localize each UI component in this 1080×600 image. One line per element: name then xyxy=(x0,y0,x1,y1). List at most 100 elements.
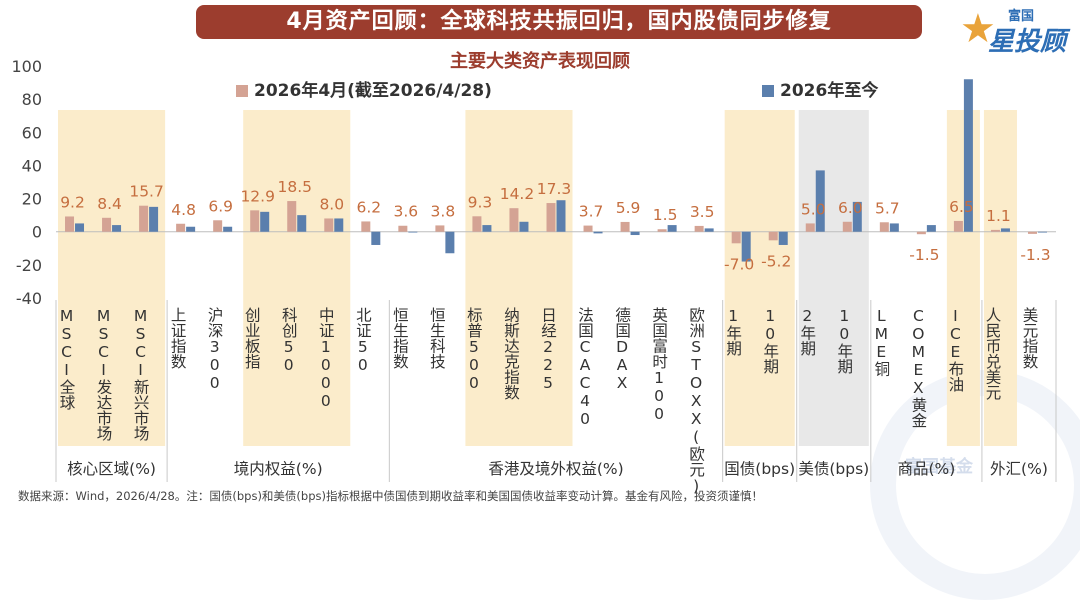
data-label: 12.9 xyxy=(240,187,275,205)
bar-ytd xyxy=(482,225,492,232)
legend-april-label: 2026年4月(截至2026/4/28) xyxy=(254,81,492,101)
category-label: 美元指数 xyxy=(1020,307,1038,370)
data-label: 9.3 xyxy=(468,193,493,211)
highlight-band xyxy=(58,110,166,446)
page-title: 4月资产回顾：全球科技共振回归，国内股债同步修复 xyxy=(196,5,922,39)
bar-april xyxy=(842,221,852,232)
grey-band xyxy=(798,110,869,446)
y-tick-label: -20 xyxy=(16,256,42,275)
category-label: 恒生科技 xyxy=(428,307,446,371)
bar-ytd xyxy=(593,231,603,234)
group-label: 境内权益(%) xyxy=(234,459,323,478)
data-label: 4.8 xyxy=(171,201,196,219)
highlight-band xyxy=(946,110,980,446)
data-label: 14.2 xyxy=(500,185,535,203)
category-label: MSCI新兴市场 xyxy=(132,307,150,442)
bar-ytd xyxy=(223,226,233,232)
group-label: 美债(bps) xyxy=(798,460,869,478)
data-label: 3.6 xyxy=(394,203,419,221)
group-label: 商品(%) xyxy=(897,460,955,478)
category-label: 德国DAX xyxy=(613,307,631,392)
chart-title: 主要大类资产表现回顾 xyxy=(450,51,630,72)
bar-april xyxy=(1027,231,1037,234)
bar-chart: 100 80 60 40 20 0 -20 -40 9.2 8.4 15.7 4.8 6.9 12.918… xyxy=(11,57,1057,495)
bar-april xyxy=(620,221,630,232)
bar-april xyxy=(472,216,482,232)
group-label: 国债(bps) xyxy=(724,460,795,478)
bar-ytd xyxy=(704,228,714,232)
group-label: 核心区域(%) xyxy=(67,460,156,478)
data-label: 17.3 xyxy=(537,180,572,198)
data-label: 6.0 xyxy=(838,199,863,217)
data-label: 8.0 xyxy=(319,195,344,213)
category-label: 北证50 xyxy=(354,307,372,374)
category-label: MSCI发达市场 xyxy=(95,307,113,442)
bar-ytd xyxy=(926,225,936,232)
data-label: 9.2 xyxy=(60,193,85,211)
logo-big-text: 星投顾 xyxy=(988,27,1067,57)
category-label: LME铜 xyxy=(872,307,890,378)
bar-ytd xyxy=(556,200,566,232)
y-tick-label: 100 xyxy=(11,57,42,76)
bar-ytd xyxy=(445,231,455,254)
category-label: 科创50 xyxy=(280,307,298,374)
category-label: 标普500 xyxy=(465,307,483,392)
data-label: 6.5 xyxy=(949,198,974,216)
category-label: 创业板指 xyxy=(243,307,261,371)
watermark-text: 富国基金 xyxy=(905,457,973,477)
bar-ytd xyxy=(778,231,788,245)
y-tick-label: -40 xyxy=(16,289,42,308)
bar-ytd xyxy=(889,223,899,232)
data-label: 1.1 xyxy=(986,207,1011,225)
bar-ytd xyxy=(1000,228,1010,232)
category-label: 10年期 xyxy=(761,307,779,375)
bar-april xyxy=(176,223,186,232)
category-label: 人民币兑美元 xyxy=(983,307,1001,401)
highlight-band xyxy=(465,110,573,446)
group-label: 外汇(%) xyxy=(990,460,1048,478)
bar-ytd xyxy=(519,221,529,232)
bar-ytd xyxy=(186,226,196,232)
bar-april xyxy=(102,217,112,232)
bar-ytd xyxy=(112,225,122,232)
data-label: 3.7 xyxy=(579,203,604,221)
bar-ytd xyxy=(852,201,862,232)
highlight-band xyxy=(724,110,795,446)
bar-april xyxy=(509,208,519,232)
bar-april xyxy=(768,231,778,241)
data-label: 8.4 xyxy=(97,195,122,213)
data-label: 5.9 xyxy=(616,199,641,217)
bar-april xyxy=(731,231,741,244)
data-label: -1.3 xyxy=(1020,246,1050,264)
y-tick-label: 40 xyxy=(22,156,42,175)
bar-ytd xyxy=(630,231,640,236)
brand-logo: ★ 富国 星投顾 xyxy=(958,3,1068,57)
category-label: 欧洲STOXX(欧元) xyxy=(687,307,705,495)
bar-ytd xyxy=(667,225,677,232)
bar-ytd xyxy=(371,231,381,245)
bar-april xyxy=(916,231,926,235)
bar-april xyxy=(805,223,815,232)
data-label: 5.7 xyxy=(875,199,900,217)
bar-april xyxy=(398,225,408,232)
category-label: 中证1000 xyxy=(317,307,335,410)
bar-april xyxy=(213,220,223,232)
bar-april xyxy=(953,220,963,232)
data-label: 5.0 xyxy=(801,200,826,218)
group-label: 香港及境外权益(%) xyxy=(488,459,623,478)
bar-ytd xyxy=(815,170,825,232)
bar-ytd xyxy=(963,79,973,232)
bar-ytd xyxy=(297,215,307,232)
y-tick-label: 20 xyxy=(22,190,42,209)
data-label: -5.2 xyxy=(761,252,791,270)
legend-ytd: 2026年至今 xyxy=(762,76,878,101)
y-tick-label: 60 xyxy=(22,123,42,142)
category-label: 10年期 xyxy=(835,307,853,375)
data-label: 6.2 xyxy=(356,198,381,216)
data-label: 1.5 xyxy=(653,206,678,224)
data-label: 6.9 xyxy=(208,197,233,215)
bar-ytd xyxy=(408,231,418,233)
bar-april xyxy=(324,218,334,232)
bar-april xyxy=(879,222,889,232)
highlight-band xyxy=(983,110,1017,446)
